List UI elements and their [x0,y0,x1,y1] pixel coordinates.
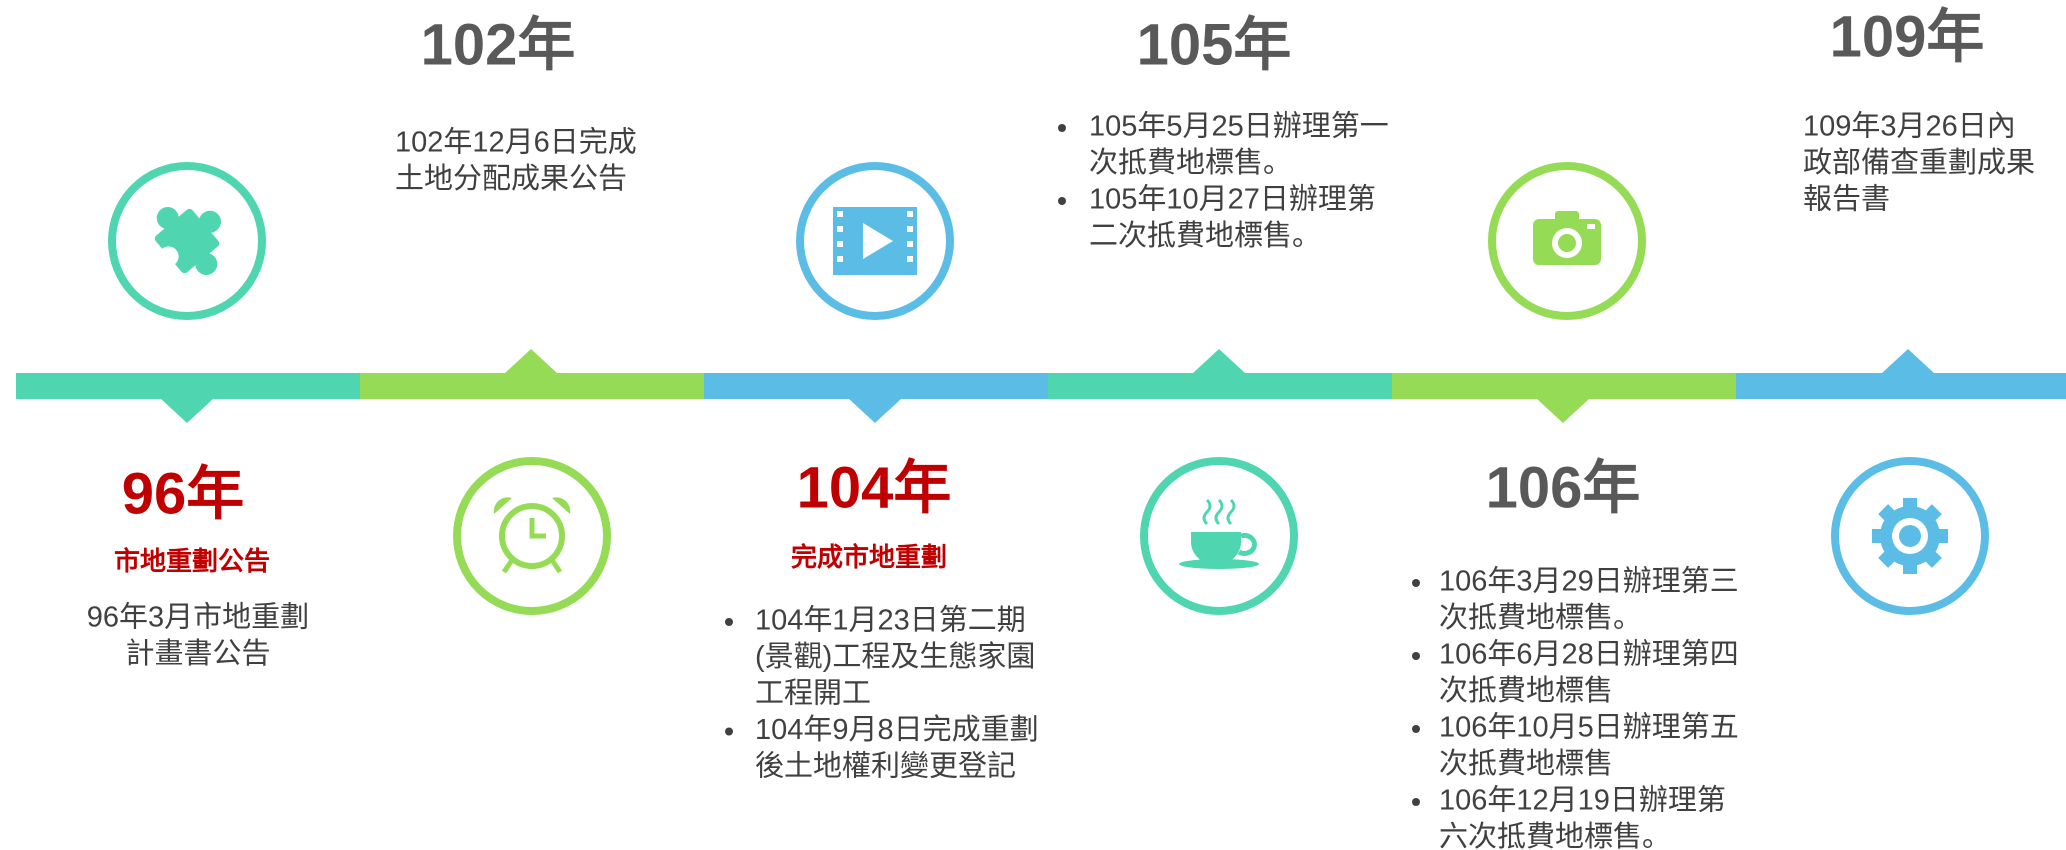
event-text: 工程開工 [755,678,871,710]
event-text: 後土地權利變更登記 [755,750,1016,783]
camera-icon [1488,162,1646,320]
bullet [1412,652,1420,660]
event-text: 次抵費地標售。 [1089,146,1292,179]
event-text: 102年12月6日完成 [395,126,637,159]
event-text: 106年3月29日辦理第三 [1439,565,1739,598]
puzzle-icon [108,162,266,320]
event-text: 106年10月5日辦理第五 [1439,711,1739,744]
bullet [1412,579,1420,587]
event-text: 104年9月8日完成重劃 [755,713,1039,746]
bullet [1058,197,1066,205]
gear-icon [1831,457,1989,615]
event-text: 計畫書公告 [125,637,270,670]
event-text: 報告書 [1803,183,1890,216]
event-text: 政部備查重劃成果 [1803,146,2035,179]
event-text: 109年3月26日內 [1803,110,2016,143]
cup-icon [1140,457,1298,615]
film-icon [796,162,954,320]
event-text: 六次抵費地標售。 [1439,820,1671,850]
event-text: 次抵費地標售 [1439,674,1613,707]
event-text: 106年12月19日辦理第 [1439,784,1726,817]
event-year: 109年 [1830,4,1985,69]
event-year: 106年 [1486,455,1641,520]
event-subtitle: 完成市地重劃 [791,542,947,572]
event-text: 土地分配成果公告 [395,162,627,195]
event-text: 次抵費地標售。 [1439,601,1642,634]
timeline-bar [16,349,2066,423]
bullet [725,727,733,736]
event-subtitle: 市地重劃公告 [114,546,270,576]
bullet [1412,798,1420,806]
event-text: 106年6月28日辦理第四 [1439,638,1739,671]
bullet [725,618,733,626]
event-text: 105年10月27日辦理第 [1089,183,1376,216]
event-text: 96年3月市地重劃 [87,601,309,634]
event-year: 102年 [421,12,576,77]
alarm-icon [453,457,611,615]
event-text: 二次抵費地標售。 [1089,219,1321,252]
event-year: 105年 [1137,12,1292,77]
event-text: 次抵費地標售 [1439,747,1613,780]
event-year: 96年 [122,461,245,526]
event-text: (景觀)工程及生態家園 [755,640,1035,673]
bullet [1412,725,1420,733]
event-year: 104年 [797,455,952,520]
event-text: 104年1月23日第二期 [755,604,1026,637]
event-text: 105年5月25日辦理第一 [1089,110,1389,143]
bullet [1058,124,1066,132]
